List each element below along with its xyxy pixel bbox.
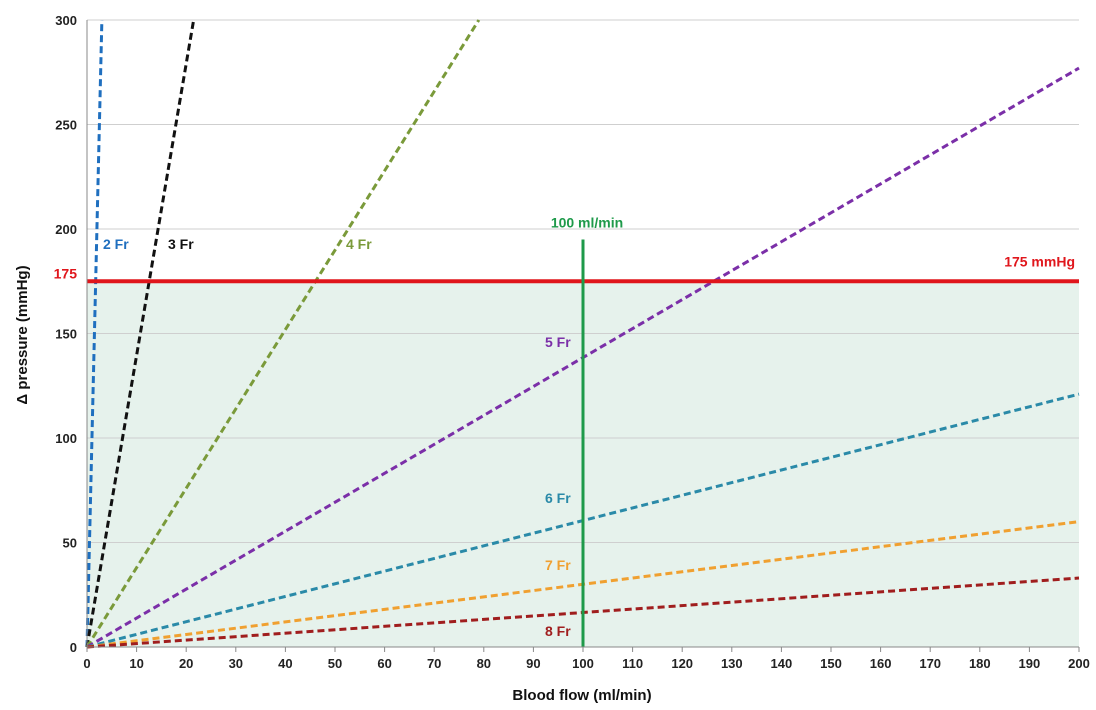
series-label: 2 Fr [103,236,129,252]
x-tick-label: 10 [129,656,143,671]
series-line-3-fr [85,19,196,648]
y-tick-label: 250 [55,118,77,133]
x-tick-label: 170 [919,656,941,671]
x-tick-label: 100 [572,656,594,671]
series-label: 6 Fr [545,490,571,506]
x-tick-label: 90 [526,656,540,671]
series-label: 4 Fr [346,236,372,252]
x-tick-label: 190 [1019,656,1041,671]
x-axis-title: Blood flow (ml/min) [512,687,651,704]
x-tick-label: 130 [721,656,743,671]
x-tick-label: 70 [427,656,441,671]
y-tick-label: 50 [63,536,77,551]
series-line-4-fr [85,19,481,648]
x-tick-label: 60 [377,656,391,671]
x-tick-label: 200 [1068,656,1090,671]
reference-line-label: 175 mmHg [1004,253,1075,269]
series-label: 5 Fr [545,334,571,350]
x-tick-label: 30 [229,656,243,671]
x-tick-label: 50 [328,656,342,671]
x-tick-label: 0 [83,656,90,671]
x-tick-label: 180 [969,656,991,671]
series-label: 8 Fr [545,623,571,639]
y-tick-label: 150 [55,327,77,342]
x-tick-label: 80 [477,656,491,671]
x-tick-label: 120 [671,656,693,671]
x-tick-label: 140 [771,656,793,671]
y-tick-label: 200 [55,222,77,237]
reference-line-label: 100 ml/min [551,214,623,230]
reference-axis-label: 175 [54,265,78,281]
series-label: 7 Fr [545,557,571,573]
x-tick-label: 40 [278,656,292,671]
series-label: 3 Fr [168,236,194,252]
x-tick-label: 160 [870,656,892,671]
y-tick-label: 300 [55,13,77,28]
y-tick-label: 0 [70,640,77,655]
series-line-2-fr [85,19,104,648]
x-tick-label: 110 [622,656,643,671]
y-axis-title: Δ pressure (mmHg) [14,265,31,404]
y-tick-label: 100 [55,431,77,446]
x-tick-label: 20 [179,656,193,671]
x-tick-label: 150 [820,656,842,671]
